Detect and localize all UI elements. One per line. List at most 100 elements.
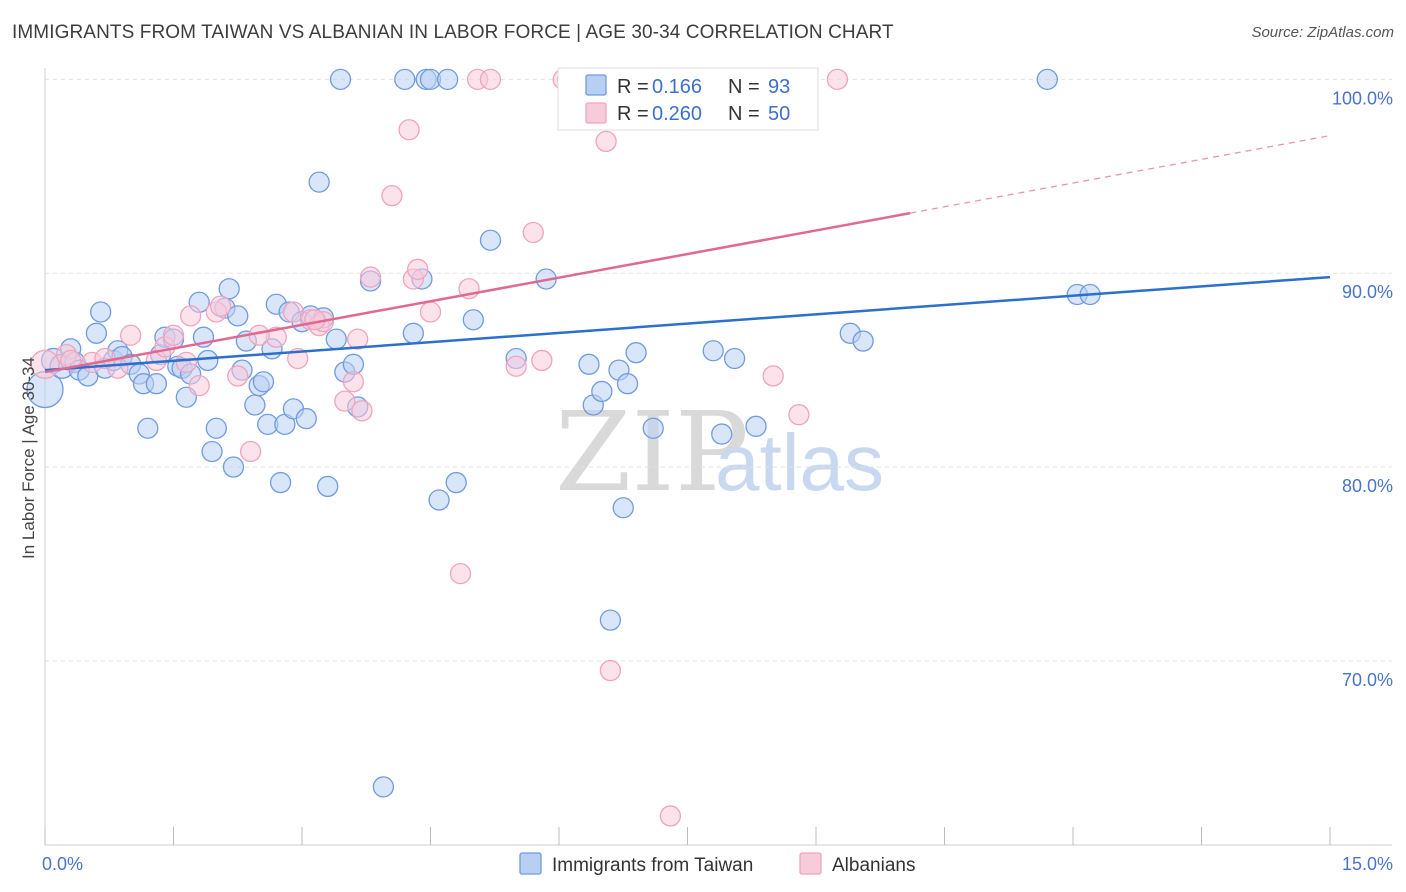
taiwan-point-66	[445, 471, 467, 494]
albanians-point-33	[479, 68, 502, 91]
axes	[44, 68, 1392, 846]
taiwan-point-80	[642, 417, 664, 439]
watermark-atlas: atlas	[715, 418, 884, 507]
albanians-point-21	[342, 371, 365, 393]
taiwan-point-75	[599, 609, 622, 631]
albanians-point-44	[826, 68, 849, 91]
albanians-point-24	[359, 266, 382, 288]
legend-n-value-albanians: 50	[768, 103, 790, 125]
taiwan-point-65	[436, 68, 459, 91]
bottom-legend-label-taiwan: Immigrants from Taiwan	[552, 855, 753, 876]
taiwan-point-17	[145, 373, 168, 395]
x-tick-labels: 0.0% 15.0%	[42, 854, 1393, 874]
taiwan-point-28	[201, 440, 223, 463]
bottom-legend-swatch-taiwan	[519, 852, 542, 875]
data-points	[26, 68, 1101, 827]
legend-swatch-taiwan	[585, 74, 607, 96]
y-tick-label-1: 90.0%	[1342, 282, 1393, 302]
legend-r-label-taiwan: R =	[617, 76, 649, 98]
y-tick-label-2: 80.0%	[1342, 476, 1393, 496]
chart-title: IMMIGRANTS FROM TAIWAN VS ALBANIAN IN LA…	[12, 22, 894, 43]
x-tick-label-1: 15.0%	[1342, 854, 1393, 874]
albanians-point-4	[120, 324, 142, 346]
taiwan-point-33	[227, 305, 249, 327]
legend-r-value-taiwan: 0.166	[652, 76, 702, 98]
albanians-point-29	[419, 301, 442, 323]
y-tick-label-3: 70.0%	[1342, 670, 1393, 690]
legend-n-label-taiwan: N =	[728, 76, 760, 98]
taiwan-point-84	[745, 415, 767, 437]
y-axis-title: In Labor Force | Age 30-34	[19, 357, 38, 559]
albanians-point-35	[522, 221, 544, 244]
albanians-point-28	[406, 258, 429, 280]
taiwan-point-27	[197, 349, 219, 372]
legend-r-value-albanians: 0.260	[652, 103, 702, 125]
taiwan-point-83	[723, 347, 746, 370]
taiwan-point-64	[428, 489, 450, 511]
taiwan-point-86	[852, 330, 874, 352]
albanians-point-39	[595, 130, 617, 153]
albanians-point-49	[304, 309, 326, 331]
x-tick-label-0: 0.0%	[42, 854, 83, 874]
taiwan-point-79	[625, 342, 647, 364]
taiwan-point-81	[702, 340, 724, 362]
legend-n-value-taiwan: 93	[768, 76, 790, 98]
albanians-point-22	[347, 328, 369, 350]
taiwan-point-42	[269, 471, 292, 494]
albanians-point-30	[449, 562, 472, 585]
taiwan-point-68	[479, 229, 502, 251]
albanians-point-41	[659, 805, 682, 827]
taiwan-trend-line	[44, 275, 1331, 372]
taiwan-point-87	[1036, 68, 1058, 91]
albanians-point-23	[351, 400, 373, 422]
albanians-point-34	[505, 355, 527, 377]
legend-r-label-albanians: R =	[617, 103, 649, 125]
taiwan-point-38	[252, 371, 275, 393]
taiwan-point-77	[612, 497, 634, 519]
y-tick-labels: 100.0% 90.0% 80.0% 70.0%	[1332, 88, 1393, 689]
bottom-legend: Immigrants from Taiwan Albanians	[519, 852, 915, 876]
taiwan-point-78	[616, 373, 639, 395]
albanians-point-26	[398, 119, 420, 141]
albanians-point-20	[334, 390, 356, 412]
albanians-point-25	[381, 185, 403, 207]
taiwan-point-29	[205, 417, 227, 439]
albanians-trend-line	[44, 211, 911, 374]
taiwan-point-82	[711, 423, 733, 445]
taiwan-point-51	[317, 475, 339, 498]
taiwan-point-16	[137, 417, 159, 439]
bottom-legend-label-albanians: Albanians	[832, 855, 915, 876]
albanians-trend-extension	[910, 134, 1331, 214]
taiwan-point-31	[218, 278, 240, 300]
albanians-point-9	[188, 374, 210, 397]
taiwan-point-47	[295, 407, 317, 430]
taiwan-point-49	[308, 171, 330, 193]
taiwan-point-53	[329, 68, 352, 91]
albanians-point-7	[162, 324, 185, 346]
albanians-point-11	[209, 295, 232, 317]
taiwan-point-7	[85, 322, 108, 344]
albanians-point-40	[599, 659, 622, 682]
albanians-point-8	[179, 305, 202, 327]
taiwan-point-72	[578, 353, 600, 375]
albanians-point-12	[227, 365, 249, 387]
taiwan-point-58	[372, 776, 395, 798]
albanians-point-43	[788, 404, 810, 426]
bottom-legend-swatch-albanians	[799, 852, 822, 875]
top-legend: R = 0.166 N = 93 R = 0.260 N = 50	[557, 67, 819, 131]
taiwan-point-67	[462, 309, 484, 331]
taiwan-point-36	[244, 394, 266, 416]
albanians-point-42	[762, 365, 784, 387]
taiwan-point-32	[222, 456, 245, 478]
taiwan-point-74	[591, 380, 613, 403]
taiwan-point-59	[394, 68, 416, 91]
albanians-point-13	[239, 440, 262, 463]
legend-n-label-albanians: N =	[728, 103, 760, 125]
taiwan-point-8	[90, 301, 112, 323]
y-tick-label-0: 100.0%	[1332, 88, 1393, 108]
legend-swatch-albanians	[585, 102, 607, 124]
albanians-point-16	[287, 347, 309, 370]
taiwan-point-52	[325, 328, 347, 350]
trend-lines	[44, 134, 1331, 374]
